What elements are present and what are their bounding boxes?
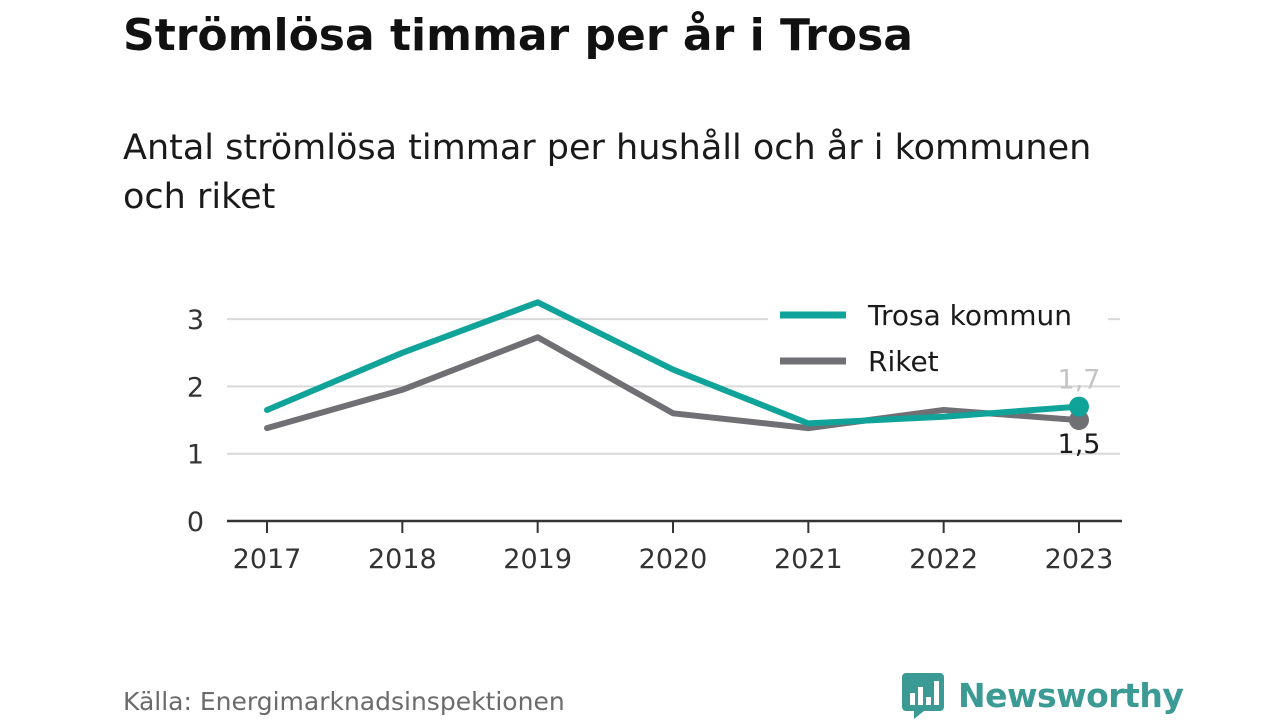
chart-subtitle: Antal strömlösa timmar per hushåll och å… (123, 128, 1092, 217)
y-axis-tick-labels: 0 1 2 3 (187, 305, 204, 538)
legend-background (768, 289, 1108, 333)
x-tick-label: 2021 (774, 544, 843, 575)
source-note: Källa: Energimarknadsinspektionen (123, 687, 565, 716)
x-tick-label: 2018 (368, 544, 437, 575)
y-tick-label: 3 (187, 305, 204, 336)
x-axis-tick-labels: 2017 2018 2019 2020 2021 2022 2023 (233, 544, 1114, 575)
x-tick-label: 2020 (639, 544, 708, 575)
legend: Trosa kommun Riket (768, 289, 1108, 379)
x-tick-label: 2022 (909, 544, 978, 575)
series-end-point-0 (1069, 396, 1089, 417)
x-tick-label: 2017 (233, 544, 302, 575)
end-value-label: 1,7 (1058, 365, 1101, 396)
end-value-label: 1,5 (1058, 429, 1101, 460)
x-axis (227, 519, 1122, 533)
series-lines (264, 299, 1089, 432)
series-line-1 (264, 334, 1082, 432)
legend-background (768, 335, 1108, 379)
chart-title: Strömlösa timmar per år i Trosa (123, 10, 913, 61)
bar-chart-speech-bubble-icon (902, 673, 944, 719)
brand-name: Newsworthy (958, 675, 1184, 715)
legend-label: Riket (868, 345, 939, 378)
x-tick-label: 2023 (1045, 544, 1114, 575)
y-tick-label: 1 (187, 440, 204, 471)
legend-label: Trosa kommun (867, 299, 1072, 332)
series-line-0 (264, 299, 1082, 427)
y-tick-label: 0 (187, 507, 204, 538)
x-tick-label: 2019 (503, 544, 572, 575)
end-labels: 1,7 1,5 (1058, 365, 1101, 460)
brand: Newsworthy (902, 671, 1184, 719)
y-tick-label: 2 (187, 372, 204, 403)
